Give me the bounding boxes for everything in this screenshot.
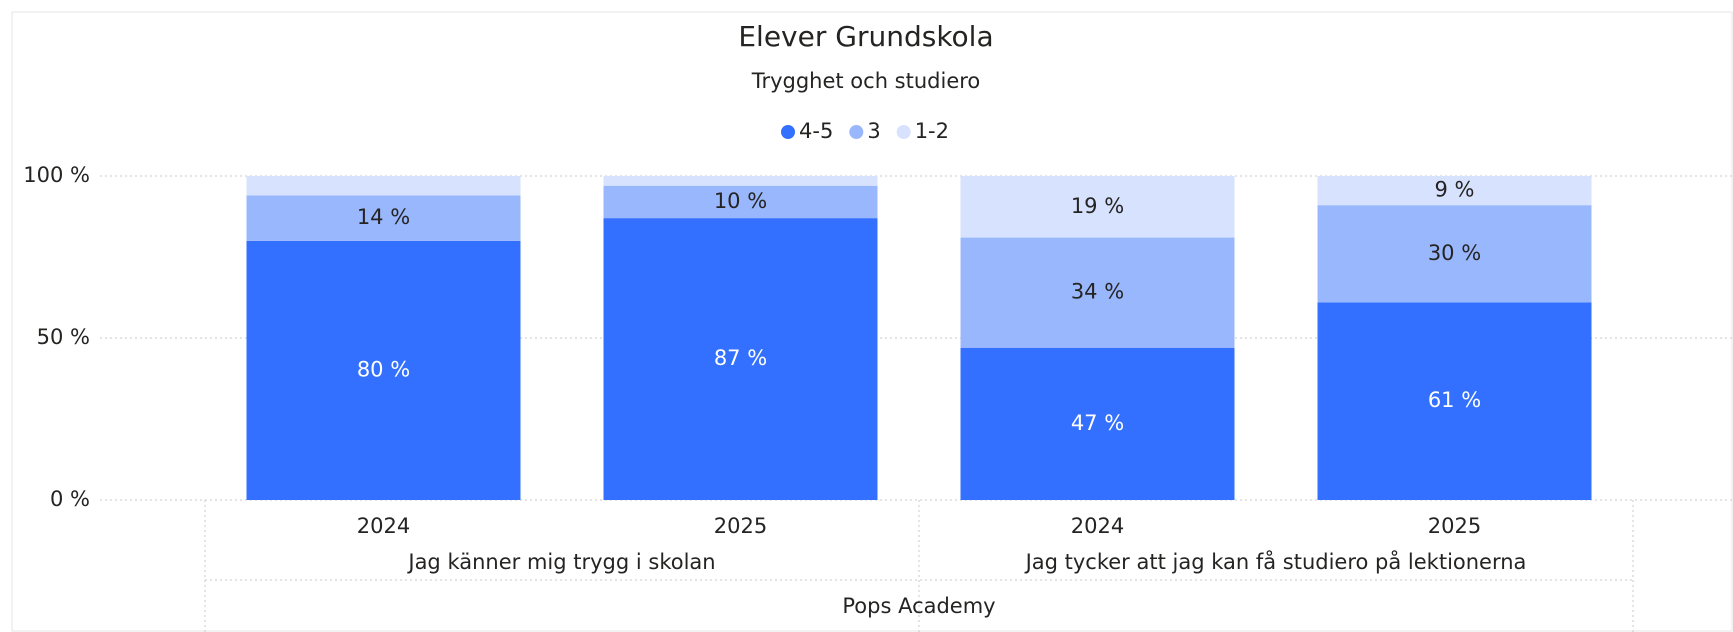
data-label: 61 % (1428, 388, 1481, 412)
x-tick-label: 2025 (1428, 514, 1481, 538)
data-label: 87 % (714, 346, 767, 370)
x-tick-label: 2024 (357, 514, 410, 538)
bar-segment (1317, 176, 1592, 206)
bar-segment (603, 176, 878, 186)
data-label: 14 % (357, 205, 410, 229)
group-label: Jag tycker att jag kan få studiero på le… (1024, 549, 1527, 574)
bar-segment (603, 185, 878, 219)
y-tick-label: 0 % (50, 487, 90, 511)
bar-segment (603, 218, 878, 500)
y-tick-label: 50 % (37, 325, 90, 349)
chart-title: Elever Grundskola (738, 20, 993, 53)
group-label: Jag känner mig trygg i skolan (406, 550, 715, 574)
chart-subtitle: Trygghet och studiero (751, 69, 981, 93)
supergroup-label: Pops Academy (842, 594, 995, 618)
legend-marker (849, 125, 864, 139)
x-tick-label: 2024 (1071, 514, 1124, 538)
data-label: 30 % (1428, 241, 1481, 265)
bar-segment (960, 176, 1235, 238)
data-label: 19 % (1071, 194, 1124, 218)
bar-segment (246, 195, 521, 241)
bar-segment (246, 240, 521, 501)
legend-marker (896, 125, 911, 139)
legend-label: 4-5 (799, 119, 833, 143)
data-label: 47 % (1071, 411, 1124, 435)
data-label: 9 % (1435, 178, 1475, 202)
data-label: 34 % (1071, 280, 1124, 304)
data-label: 80 % (357, 357, 410, 381)
legend-label: 3 (867, 119, 880, 143)
legend-marker (781, 125, 795, 139)
y-tick-label: 100 % (23, 163, 90, 187)
bar-segment (1317, 302, 1592, 500)
bar-segment (1317, 205, 1592, 303)
data-label: 10 % (714, 189, 767, 213)
bar-segment (246, 176, 521, 196)
x-tick-label: 2025 (714, 514, 767, 538)
legend-label: 1-2 (915, 119, 949, 143)
bar-segment (960, 347, 1235, 500)
bar-segment (960, 237, 1235, 348)
